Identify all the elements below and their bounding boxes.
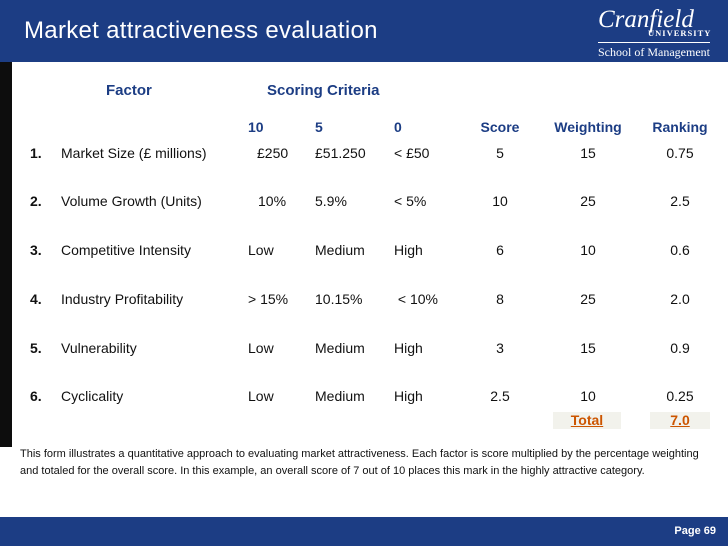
footer-bar: Page 69 xyxy=(0,517,728,546)
score-value: 3 xyxy=(496,340,504,356)
table-row: 6. Cyclicality Low Medium High 2.5 10 0.… xyxy=(0,384,728,408)
logo-school: School of Management xyxy=(598,42,710,60)
total-label: Total xyxy=(553,412,621,429)
criteria-10-value: Low xyxy=(248,388,274,404)
factor-name: Competitive Intensity xyxy=(61,242,191,258)
row-number: 4. xyxy=(30,291,42,307)
criteria-10-value: Low xyxy=(248,242,274,258)
score-header: Score xyxy=(480,119,520,135)
table-row: 3. Competitive Intensity Low Medium High… xyxy=(0,238,728,262)
logo-name: Cranfield xyxy=(598,6,694,33)
score-value: 2.5 xyxy=(490,388,510,404)
criteria-10-value: > 15% xyxy=(248,291,289,307)
title-bar: Market attractiveness evaluation Cranfie… xyxy=(0,0,728,62)
score-value: 6 xyxy=(496,242,504,258)
row-number: 2. xyxy=(30,193,42,209)
criteria-0-value: < 5% xyxy=(394,193,427,209)
criteria-0-value: High xyxy=(394,340,423,356)
criteria-0-value: < 10% xyxy=(394,291,438,307)
factor-name: Cyclicality xyxy=(61,388,124,404)
factor-heading: Factor xyxy=(106,82,152,99)
left-accent-bar xyxy=(0,62,12,447)
criteria-0-value: High xyxy=(394,388,423,404)
weighting-value: 25 xyxy=(580,193,596,209)
ranking-value: 0.6 xyxy=(670,242,690,258)
criteria-10-value: £250 xyxy=(257,145,289,161)
ranking-value: 2.5 xyxy=(670,193,690,209)
table-row: 2. Volume Growth (Units) 10% 5.9% < 5% 1… xyxy=(0,189,728,213)
ranking-value: 0.75 xyxy=(666,145,694,161)
factor-name: Vulnerability xyxy=(61,340,137,356)
criteria-0-value: High xyxy=(394,242,423,258)
criteria-0-value: < £50 xyxy=(394,145,430,161)
factor-name: Industry Profitability xyxy=(61,291,184,307)
explanatory-note: This form illustrates a quantitative app… xyxy=(20,448,699,477)
cranfield-logo: Cranfield UNIVERSITY School of Managemen… xyxy=(598,6,722,59)
row-number: 3. xyxy=(30,242,42,258)
ranking-header: Ranking xyxy=(652,119,708,135)
criteria-5-value: Medium xyxy=(315,340,365,356)
criteria-5-value: Medium xyxy=(315,388,365,404)
criteria-5-header: 5 xyxy=(315,119,323,135)
ranking-value: 0.25 xyxy=(666,388,694,404)
scoring-criteria-heading: Scoring Criteria xyxy=(267,82,380,99)
page-number: Page 69 xyxy=(674,525,716,537)
criteria-0-header: 0 xyxy=(394,119,402,135)
criteria-5-value: 10.15% xyxy=(315,291,363,307)
weighting-value: 25 xyxy=(580,291,596,307)
weighting-value: 10 xyxy=(580,388,596,404)
logo-university: UNIVERSITY xyxy=(648,28,712,38)
total-value: 7.0 xyxy=(650,412,710,429)
table-row: 1. Market Size (£ millions) £250 £51.250… xyxy=(0,141,728,165)
factor-name: Volume Growth (Units) xyxy=(61,193,202,209)
criteria-5-value: 5.9% xyxy=(315,193,347,209)
weighting-value: 15 xyxy=(580,340,596,356)
criteria-5-value: £51.250 xyxy=(315,145,366,161)
score-value: 5 xyxy=(496,145,504,161)
weighting-header: Weighting xyxy=(554,119,622,135)
score-value: 10 xyxy=(492,193,508,209)
table-row: 5. Vulnerability Low Medium High 3 15 0.… xyxy=(0,336,728,360)
criteria-10-value: 10% xyxy=(258,193,287,209)
weighting-value: 10 xyxy=(580,242,596,258)
weighting-value: 15 xyxy=(580,145,596,161)
factor-name: Market Size (£ millions) xyxy=(61,145,207,161)
ranking-value: 0.9 xyxy=(670,340,690,356)
table-row: 4. Industry Profitability > 15% 10.15% <… xyxy=(0,287,728,311)
row-number: 6. xyxy=(30,388,42,404)
page-title: Market attractiveness evaluation xyxy=(24,17,378,44)
criteria-5-value: Medium xyxy=(315,242,365,258)
score-value: 8 xyxy=(496,291,504,307)
ranking-value: 2.0 xyxy=(670,291,690,307)
row-number: 1. xyxy=(30,145,42,161)
criteria-10-header: 10 xyxy=(248,119,264,135)
row-number: 5. xyxy=(30,340,42,356)
criteria-10-value: Low xyxy=(248,340,274,356)
